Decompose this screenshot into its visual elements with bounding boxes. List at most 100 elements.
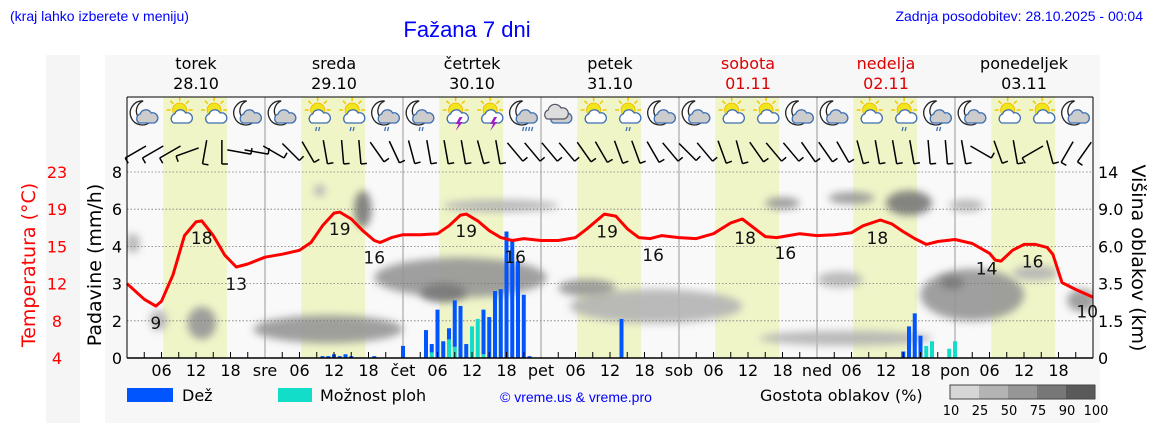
temperature-label: 16 — [1022, 252, 1044, 272]
wind-staff — [631, 140, 641, 164]
cloud-shape — [544, 103, 569, 120]
wind-feather — [327, 162, 334, 165]
wind-staff — [1021, 145, 1044, 159]
wind-feather — [574, 156, 580, 162]
wind-staff — [262, 145, 285, 159]
rain-drop — [383, 126, 387, 132]
cloud-area — [920, 268, 1024, 321]
precipitation-tick-label: 8 — [112, 163, 122, 182]
cloud-height-tick-label: 14 — [1098, 163, 1118, 182]
sun-cloud-icon — [753, 97, 780, 124]
day-name: petek — [587, 54, 633, 73]
wind-feather — [1021, 157, 1026, 164]
hour-tick-label: 18 — [358, 361, 378, 380]
day-name: sobota — [721, 54, 775, 73]
density-scale-border — [949, 384, 1096, 400]
temperature-label: 16 — [504, 248, 526, 268]
sun-ray — [307, 100, 312, 105]
daylight-band — [853, 97, 918, 358]
cloud-shape — [722, 109, 745, 124]
wind-barb-icon — [175, 147, 199, 162]
cloud-density-legend-title: Gostota oblakov (%) — [760, 386, 923, 405]
cloud-shape — [619, 109, 642, 124]
sun-ray — [859, 100, 864, 105]
moon-cloud-icon — [233, 100, 262, 126]
temperature-line — [125, 210, 1094, 308]
wind-staff — [874, 140, 881, 164]
sun-ray — [633, 100, 638, 105]
cloud-shape — [239, 109, 262, 124]
sun-cloud-rain-icon — [339, 97, 366, 132]
wind-feather — [1060, 161, 1067, 167]
wind-feather — [202, 163, 209, 166]
wind-feather — [298, 155, 305, 162]
wind-barb-icon — [1060, 141, 1074, 167]
density-swatch — [950, 385, 979, 399]
sun-cloud-icon — [1029, 97, 1056, 124]
rain-drop — [935, 126, 939, 132]
wind-feather — [383, 157, 390, 163]
sun-ray — [1047, 100, 1052, 105]
day-date: 30.10 — [449, 74, 495, 93]
wind-feather — [539, 156, 546, 162]
day-date: 03.11 — [1001, 74, 1047, 93]
hour-tick-label: 06 — [427, 361, 447, 380]
shower-bar — [953, 341, 957, 358]
density-level-label: 90 — [1059, 404, 1076, 419]
sun-ray — [480, 100, 485, 105]
rain-bar — [510, 238, 515, 358]
wind-feather — [522, 156, 528, 162]
day-name: torek — [175, 54, 217, 73]
rain-drop — [352, 126, 355, 132]
wind-barb-icon — [836, 141, 855, 164]
hour-tick-label: 06 — [151, 361, 171, 380]
cloudy-icon — [544, 103, 573, 124]
sun-ray — [618, 100, 623, 105]
wind-barb-icon — [960, 140, 972, 165]
shower-legend-swatch — [278, 388, 312, 402]
wind-feather — [430, 162, 437, 165]
rain-bar — [320, 356, 325, 358]
cloud-area — [940, 276, 964, 290]
wind-barb-icon — [443, 140, 455, 165]
wind-barb-icon — [460, 140, 472, 165]
wind-feather — [175, 155, 179, 162]
wind-staff — [1046, 140, 1054, 164]
temperature-tick-label: 23 — [47, 163, 67, 182]
day-date: 28.10 — [173, 74, 219, 93]
wind-staff — [800, 141, 816, 163]
wind-feather — [1077, 161, 1083, 166]
wind-barb-icon — [558, 142, 580, 162]
wind-staff — [142, 145, 164, 159]
shower-bar — [481, 354, 486, 358]
wind-barb-icon — [909, 140, 920, 165]
hour-tick-label: 12 — [876, 361, 896, 380]
day-date: 29.10 — [311, 74, 357, 93]
cloud-area — [420, 283, 467, 303]
wind-barb-icon — [524, 142, 546, 162]
hour-tick-label: 18 — [220, 361, 240, 380]
location-hint-link[interactable]: (kraj lahko izberete v meniju) — [10, 8, 189, 24]
day-name: četrtek — [444, 54, 502, 73]
shower-bar — [470, 326, 474, 358]
wind-feather — [781, 156, 787, 162]
wind-barb-icon — [646, 141, 665, 164]
wind-staff — [460, 140, 467, 164]
cloud-shape — [446, 109, 469, 124]
wind-barb-icon — [301, 141, 320, 164]
wind-barb-icon — [1012, 140, 1024, 165]
wind-feather — [990, 152, 995, 159]
rain-drop — [625, 126, 628, 132]
cloud-shape — [584, 109, 607, 124]
lightning-shape — [455, 117, 463, 131]
cloud-shape — [860, 109, 883, 124]
shower-bar — [429, 352, 434, 358]
wind-staff — [524, 142, 541, 162]
wind-barb-icon — [782, 142, 804, 162]
wind-staff — [662, 142, 679, 162]
wind-feather — [913, 162, 920, 165]
wind-feather — [313, 158, 320, 164]
wind-staff — [927, 139, 931, 165]
cloud-area — [313, 184, 326, 197]
